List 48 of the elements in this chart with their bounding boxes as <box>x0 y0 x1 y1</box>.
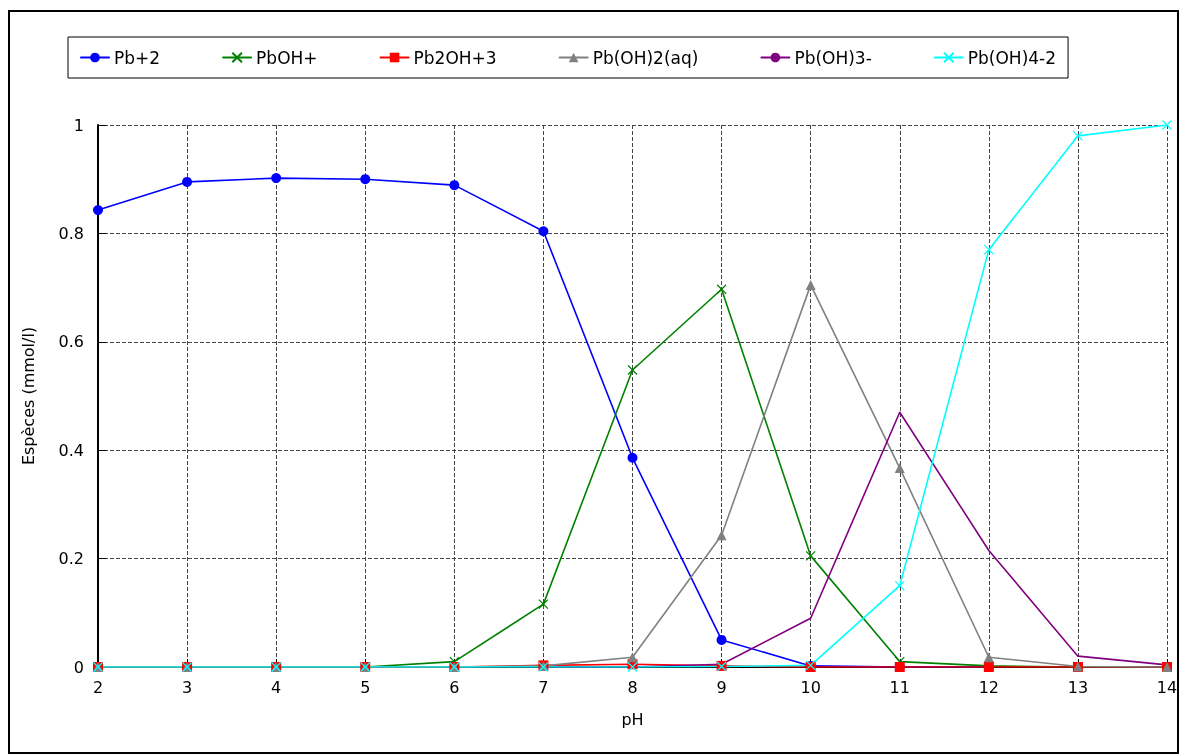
point <box>271 173 282 184</box>
point <box>983 652 994 663</box>
point <box>716 284 727 295</box>
y-tick-label: 0.8 <box>58 223 84 243</box>
point <box>538 226 549 237</box>
x-tick-label: 8 <box>627 677 638 697</box>
x-tick-label: 10 <box>800 677 821 697</box>
y-tick-label: 0.4 <box>58 440 84 460</box>
point <box>805 550 816 561</box>
y-axis-title: Espèces (mmol/l) <box>18 326 38 466</box>
x-tick-label: 7 <box>538 677 549 697</box>
legend-label: PbOH+ <box>256 47 318 68</box>
point <box>894 580 905 591</box>
legend-label: Pb+2 <box>114 47 161 68</box>
point <box>1161 119 1173 131</box>
y-tick-label: 1 <box>73 115 84 135</box>
y-tick-label: 0.2 <box>58 549 84 569</box>
x-tick-label: 14 <box>1156 677 1178 697</box>
y-tick-label: 0 <box>73 657 84 677</box>
x-tick-label: 2 <box>92 677 104 697</box>
x-tick-label: 9 <box>716 677 727 697</box>
x-tick-label: 3 <box>181 677 193 697</box>
point <box>449 180 460 191</box>
legend-label: Pb2OH+3 <box>413 47 497 68</box>
x-tick-label: 13 <box>1067 677 1089 697</box>
point <box>538 599 549 610</box>
point <box>93 205 103 216</box>
point <box>360 174 371 185</box>
legend-label: Pb(OH)3- <box>794 47 872 68</box>
point <box>716 634 727 645</box>
point <box>1072 130 1084 141</box>
point <box>716 530 727 541</box>
point <box>627 652 638 663</box>
x-tick-label: 11 <box>889 677 910 697</box>
x-tick-label: 4 <box>271 677 282 697</box>
x-tick-label: 6 <box>449 677 460 697</box>
x-axis-title: pH <box>621 709 644 729</box>
x-tick-label: 12 <box>978 677 1000 697</box>
point <box>894 463 905 474</box>
point <box>627 452 638 463</box>
y-tick-label: 0.6 <box>58 332 84 352</box>
point <box>182 176 193 187</box>
x-tick-label: 5 <box>360 677 371 697</box>
point <box>983 244 994 255</box>
legend-label: Pb(OH)2(aq) <box>592 47 699 68</box>
point <box>627 364 638 376</box>
point <box>805 279 816 290</box>
legend-label: Pb(OH)4-2 <box>967 47 1057 68</box>
